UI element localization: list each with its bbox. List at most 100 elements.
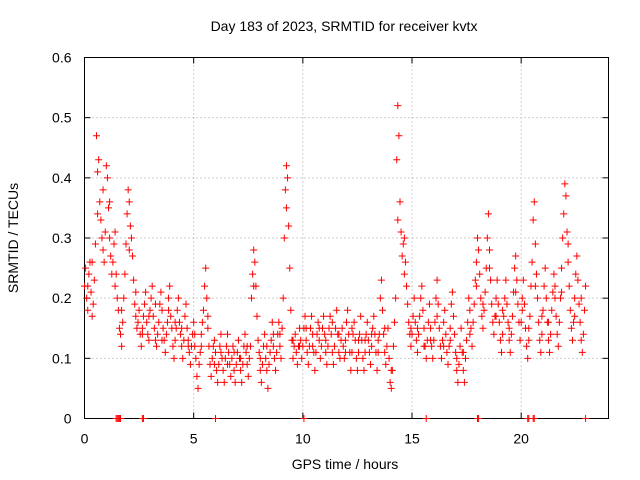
data-point [96,198,104,206]
data-point [413,348,421,356]
data-point [524,354,532,362]
data-point [493,276,501,284]
data-point [424,318,432,326]
data-point [284,174,292,182]
data-point [455,360,463,368]
data-point [212,415,219,422]
data-point [151,300,159,308]
data-point [454,378,462,386]
data-point [537,348,545,356]
data-point [332,324,340,332]
data-point [568,336,576,344]
data-point [138,330,146,338]
data-point [340,354,348,362]
data-point [298,354,306,362]
data-point [163,318,171,326]
data-point [369,324,377,332]
data-point [413,324,421,332]
data-point [257,378,265,386]
data-point [265,360,273,368]
data-point [427,324,435,332]
data-point [446,336,454,344]
data-point [106,198,114,206]
data-point [558,264,566,272]
data-point [416,312,424,320]
data-point [308,312,316,320]
data-point [525,336,533,344]
data-point [448,288,456,296]
data-point [238,378,246,386]
data-point [440,318,448,326]
data-point [582,282,590,290]
data-point [94,210,102,218]
data-point [502,276,510,284]
data-point [270,354,278,362]
x-tick-label: 15 [404,431,420,447]
data-point [275,318,283,326]
data-point [348,348,356,356]
data-point [461,354,469,362]
data-point [561,180,569,188]
data-point [564,258,572,266]
plot-frame [84,57,609,419]
data-point [254,336,262,344]
data-point [292,348,300,356]
data-point [244,372,252,380]
data-point [353,366,361,374]
data-point [276,342,284,350]
data-point [403,282,411,290]
data-point [457,324,465,332]
data-point [184,336,192,344]
data-point [335,348,343,356]
data-point [434,300,442,308]
data-point [514,300,522,308]
data-point [554,342,562,350]
data-point [109,258,117,266]
data-point [429,354,437,362]
data-point [567,324,575,332]
data-point [316,354,324,362]
data-point [341,348,349,356]
data-point [538,330,546,338]
data-point [185,348,193,356]
data-point [505,324,513,332]
data-point [232,360,240,368]
data-point [356,330,364,338]
x-tick-label: 10 [295,431,311,447]
data-point [544,318,552,326]
data-point [196,348,204,356]
data-point [171,336,179,344]
data-point [272,366,280,374]
y-tick-label: 0.1 [52,350,72,366]
data-point [178,342,186,350]
data-point [321,330,329,338]
data-point [469,318,477,326]
y-tick-label: 0.3 [52,230,72,246]
data-point [343,318,350,326]
data-point [165,306,173,314]
data-point [400,234,408,242]
data-point [208,354,216,362]
y-tick-label: 0.2 [52,290,72,306]
data-point [564,240,572,248]
data-point [338,324,346,332]
data-point [230,366,238,374]
data-point [190,318,198,326]
data-point [258,360,266,368]
data-point [207,372,215,380]
data-point [99,246,107,254]
data-point [505,336,513,344]
data-point [355,348,363,356]
data-point [471,276,479,284]
data-point [106,234,114,242]
data-point [209,342,217,350]
data-point [124,186,132,194]
data-point [191,342,199,350]
data-point [518,294,526,302]
data-point [184,342,192,350]
data-point [476,270,484,278]
data-point [250,282,258,290]
data-point [500,312,508,320]
data-point [490,330,498,338]
data-point [558,288,566,296]
